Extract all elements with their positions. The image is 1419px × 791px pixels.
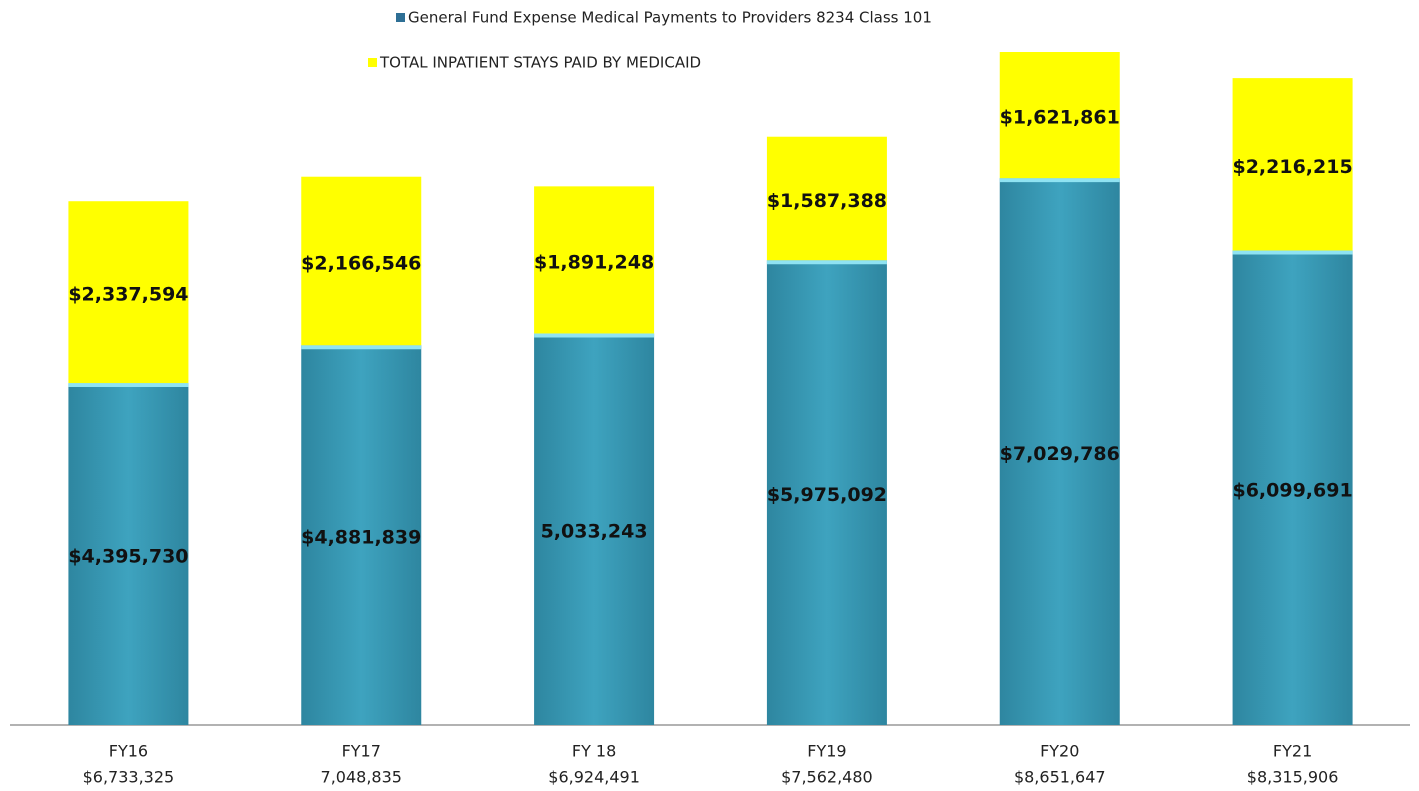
data-label: $1,621,861 [1000,107,1120,129]
x-tick-label: FY 18 [572,742,616,761]
data-label: $6,099,691 [1232,479,1352,501]
bar-segment [766,136,887,261]
bar-segment [534,333,655,725]
data-label: $2,337,594 [68,284,188,306]
bar-segment [68,383,189,725]
bar-segment [68,201,189,384]
category-total: 7,048,835 [321,768,402,787]
bar-segment [999,178,1120,726]
category-total: $6,924,491 [548,768,640,787]
legend-label: TOTAL INPATIENT STAYS PAID BY MEDICAID [379,54,701,72]
category-total: $8,651,647 [1014,768,1106,787]
data-label: $7,029,786 [1000,443,1120,465]
data-label: $1,587,388 [767,190,887,212]
x-tick-label: FY20 [1040,742,1079,761]
x-tick-label: FY19 [807,742,846,761]
legend-marker [396,13,405,22]
legend-label: General Fund Expense Medical Payments to… [408,9,932,27]
x-tick-label: FY16 [109,742,148,761]
x-tick-label: FY17 [342,742,381,761]
data-label: $2,216,215 [1232,156,1352,178]
legend-marker [368,58,377,67]
data-label: $4,395,730 [68,546,188,568]
data-label: $2,166,546 [301,252,421,274]
data-label: 5,033,243 [541,521,648,543]
category-total: $7,562,480 [781,768,873,787]
bar-segment [301,345,422,725]
bar-segment [1232,78,1353,251]
category-total: $8,315,906 [1247,768,1339,787]
bar-segment [1232,250,1353,725]
data-label: $4,881,839 [301,527,421,549]
data-label: $1,891,248 [534,251,654,273]
x-tick-label: FY21 [1273,742,1312,761]
bar-segment [999,52,1120,179]
bar-segment [766,260,887,725]
bar-segment [534,186,655,334]
bar-segment [301,176,422,346]
data-label: $5,975,092 [767,484,887,506]
category-total: $6,733,325 [83,768,175,787]
